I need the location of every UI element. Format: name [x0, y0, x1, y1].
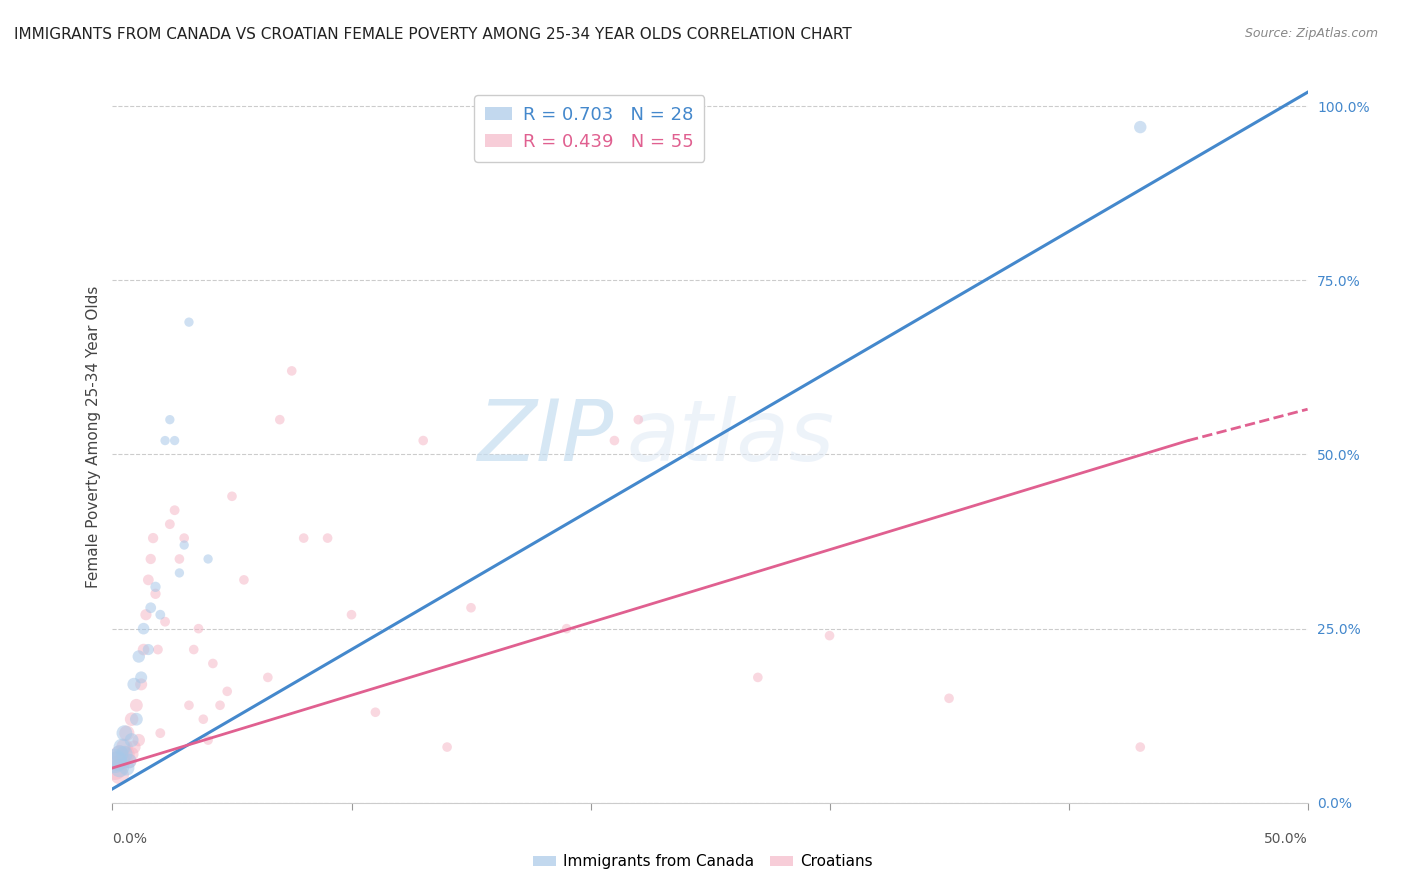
- Point: [105, 754, 128, 768]
- Point: [221, 489, 243, 503]
- Point: [104, 761, 127, 775]
- Point: [115, 747, 138, 761]
- Point: [177, 315, 200, 329]
- Point: [159, 517, 181, 532]
- Point: [153, 434, 176, 448]
- Point: [1129, 120, 1152, 134]
- Y-axis label: Female Poverty Among 25-34 Year Olds: Female Poverty Among 25-34 Year Olds: [86, 286, 101, 588]
- Point: [129, 670, 152, 684]
- Point: [121, 733, 143, 747]
- Point: [115, 761, 138, 775]
- Point: [201, 657, 224, 671]
- Text: Source: ZipAtlas.com: Source: ZipAtlas.com: [1244, 27, 1378, 40]
- Point: [104, 754, 127, 768]
- Legend: Immigrants from Canada, Croatians: Immigrants from Canada, Croatians: [527, 848, 879, 875]
- Point: [217, 684, 239, 698]
- Point: [146, 642, 169, 657]
- Point: [412, 434, 434, 448]
- Point: [125, 698, 148, 713]
- Point: [187, 622, 209, 636]
- Point: [145, 587, 167, 601]
- Point: [209, 698, 232, 713]
- Point: [938, 691, 960, 706]
- Point: [257, 670, 280, 684]
- Point: [1129, 740, 1152, 755]
- Point: [484, 106, 506, 120]
- Point: [121, 712, 143, 726]
- Point: [118, 754, 141, 768]
- Text: 50.0%: 50.0%: [1264, 832, 1308, 846]
- Point: [747, 670, 769, 684]
- Point: [128, 649, 150, 664]
- Point: [128, 733, 150, 747]
- Point: [460, 600, 482, 615]
- Point: [138, 642, 160, 657]
- Point: [129, 677, 152, 691]
- Point: [193, 712, 215, 726]
- Point: [132, 642, 155, 657]
- Text: atlas: atlas: [627, 395, 834, 479]
- Point: [340, 607, 363, 622]
- Point: [233, 573, 256, 587]
- Point: [111, 754, 134, 768]
- Point: [163, 503, 186, 517]
- Point: [153, 615, 176, 629]
- Point: [197, 552, 219, 566]
- Point: [138, 573, 160, 587]
- Text: ZIP: ZIP: [478, 395, 614, 479]
- Point: [121, 747, 143, 761]
- Point: [818, 629, 841, 643]
- Point: [114, 726, 135, 740]
- Point: [118, 754, 141, 768]
- Point: [183, 642, 205, 657]
- Point: [125, 712, 148, 726]
- Point: [177, 698, 200, 713]
- Point: [108, 768, 131, 782]
- Point: [627, 412, 650, 426]
- Point: [269, 412, 291, 426]
- Point: [159, 412, 181, 426]
- Text: IMMIGRANTS FROM CANADA VS CROATIAN FEMALE POVERTY AMONG 25-34 YEAR OLDS CORRELAT: IMMIGRANTS FROM CANADA VS CROATIAN FEMAL…: [14, 27, 852, 42]
- Point: [149, 726, 172, 740]
- Point: [163, 434, 186, 448]
- Point: [114, 740, 135, 755]
- Point: [105, 754, 128, 768]
- Point: [197, 733, 219, 747]
- Point: [603, 434, 626, 448]
- Point: [173, 538, 195, 552]
- Point: [142, 531, 165, 545]
- Legend: R = 0.703   N = 28, R = 0.439   N = 55: R = 0.703 N = 28, R = 0.439 N = 55: [474, 95, 704, 161]
- Point: [364, 705, 387, 719]
- Point: [108, 747, 131, 761]
- Point: [135, 607, 157, 622]
- Point: [122, 740, 145, 755]
- Point: [114, 747, 135, 761]
- Point: [316, 531, 339, 545]
- Text: 0.0%: 0.0%: [112, 832, 148, 846]
- Point: [108, 747, 131, 761]
- Point: [122, 677, 145, 691]
- Point: [555, 622, 578, 636]
- Point: [111, 740, 134, 755]
- Point: [108, 761, 131, 775]
- Point: [169, 566, 191, 580]
- Point: [115, 726, 138, 740]
- Point: [436, 740, 458, 755]
- Point: [281, 364, 304, 378]
- Point: [292, 531, 315, 545]
- Point: [149, 607, 172, 622]
- Point: [173, 531, 195, 545]
- Point: [145, 580, 167, 594]
- Point: [132, 622, 155, 636]
- Point: [139, 600, 162, 615]
- Point: [169, 552, 191, 566]
- Point: [139, 552, 162, 566]
